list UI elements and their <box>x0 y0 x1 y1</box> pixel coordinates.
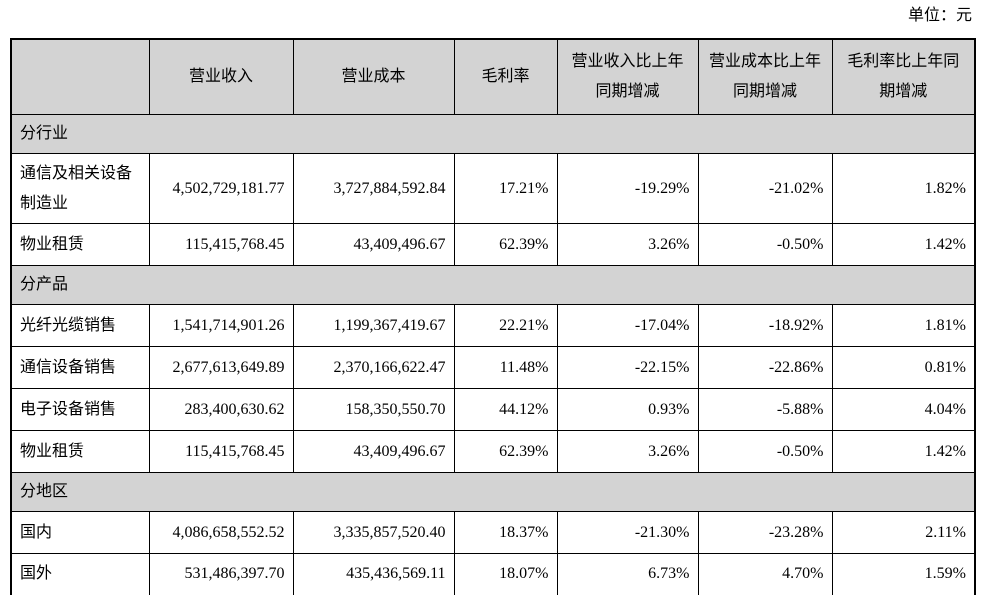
margin-change-cell: 0.81% <box>831 346 976 389</box>
financial-table: 营业收入 营业成本 毛利率 营业收入比上年同期增减 营业成本比上年同期增减 毛利… <box>10 38 976 595</box>
revenue-cell: 115,415,768.45 <box>148 430 294 473</box>
row-label: 光纤光缆销售 <box>10 304 150 347</box>
table-row: 国内 4,086,658,552.52 3,335,857,520.40 18.… <box>10 511 976 554</box>
row-label: 通信设备销售 <box>10 346 150 389</box>
table-row: 物业租赁 115,415,768.45 43,409,496.67 62.39%… <box>10 430 976 473</box>
cost-cell: 43,409,496.67 <box>292 430 455 473</box>
table-row: 通信设备销售 2,677,613,649.89 2,370,166,622.47… <box>10 346 976 389</box>
table-row: 电子设备销售 283,400,630.62 158,350,550.70 44.… <box>10 388 976 431</box>
cost-cell: 435,436,569.11 <box>292 553 455 595</box>
cost-change-cell: -0.50% <box>697 223 833 266</box>
cost-cell: 3,727,884,592.84 <box>292 153 455 224</box>
table-row: 国外 531,486,397.70 435,436,569.11 18.07% … <box>10 553 976 595</box>
revenue-change-cell: -21.30% <box>556 511 699 554</box>
margin-change-cell: 1.59% <box>831 553 976 595</box>
revenue-change-cell: 0.93% <box>556 388 699 431</box>
section-title: 分行业 <box>10 114 976 154</box>
row-label: 物业租赁 <box>10 430 150 473</box>
header-cell-margin: 毛利率 <box>453 38 558 115</box>
margin-cell: 62.39% <box>453 223 558 266</box>
section-row-region: 分地区 <box>10 472 976 512</box>
margin-cell: 17.21% <box>453 153 558 224</box>
row-label: 通信及相关设备制造业 <box>10 153 150 224</box>
margin-cell: 44.12% <box>453 388 558 431</box>
cost-cell: 43,409,496.67 <box>292 223 455 266</box>
cost-change-cell: -0.50% <box>697 430 833 473</box>
cost-change-cell: -21.02% <box>697 153 833 224</box>
margin-change-cell: 1.42% <box>831 430 976 473</box>
header-cell-cost-change: 营业成本比上年同期增减 <box>697 38 833 115</box>
table-row: 通信及相关设备制造业 4,502,729,181.77 3,727,884,59… <box>10 153 976 224</box>
cost-change-cell: -23.28% <box>697 511 833 554</box>
revenue-change-cell: -17.04% <box>556 304 699 347</box>
row-label: 国内 <box>10 511 150 554</box>
revenue-change-cell: 3.26% <box>556 430 699 473</box>
revenue-cell: 1,541,714,901.26 <box>148 304 294 347</box>
margin-cell: 18.37% <box>453 511 558 554</box>
section-title: 分地区 <box>10 472 976 512</box>
cost-cell: 2,370,166,622.47 <box>292 346 455 389</box>
margin-cell: 18.07% <box>453 553 558 595</box>
margin-change-cell: 1.82% <box>831 153 976 224</box>
margin-change-cell: 1.81% <box>831 304 976 347</box>
cost-change-cell: 4.70% <box>697 553 833 595</box>
margin-change-cell: 1.42% <box>831 223 976 266</box>
cost-change-cell: -5.88% <box>697 388 833 431</box>
revenue-cell: 4,086,658,552.52 <box>148 511 294 554</box>
row-label: 国外 <box>10 553 150 595</box>
revenue-change-cell: -22.15% <box>556 346 699 389</box>
revenue-change-cell: -19.29% <box>556 153 699 224</box>
margin-cell: 22.21% <box>453 304 558 347</box>
section-row-product: 分产品 <box>10 265 976 305</box>
cost-cell: 1,199,367,419.67 <box>292 304 455 347</box>
section-row-industry: 分行业 <box>10 114 976 154</box>
table-row: 物业租赁 115,415,768.45 43,409,496.67 62.39%… <box>10 223 976 266</box>
revenue-cell: 283,400,630.62 <box>148 388 294 431</box>
margin-change-cell: 4.04% <box>831 388 976 431</box>
revenue-change-cell: 6.73% <box>556 553 699 595</box>
row-label: 物业租赁 <box>10 223 150 266</box>
margin-cell: 11.48% <box>453 346 558 389</box>
cost-cell: 3,335,857,520.40 <box>292 511 455 554</box>
header-cell-empty <box>10 38 150 115</box>
header-cell-cost: 营业成本 <box>292 38 455 115</box>
header-cell-margin-change: 毛利率比上年同期增减 <box>831 38 976 115</box>
revenue-cell: 2,677,613,649.89 <box>148 346 294 389</box>
row-label: 电子设备销售 <box>10 388 150 431</box>
margin-cell: 62.39% <box>453 430 558 473</box>
header-cell-revenue-change: 营业收入比上年同期增减 <box>556 38 699 115</box>
revenue-cell: 531,486,397.70 <box>148 553 294 595</box>
revenue-change-cell: 3.26% <box>556 223 699 266</box>
unit-label: 单位：元 <box>907 7 972 24</box>
cost-change-cell: -18.92% <box>697 304 833 347</box>
table-row: 光纤光缆销售 1,541,714,901.26 1,199,367,419.67… <box>10 304 976 347</box>
revenue-cell: 115,415,768.45 <box>148 223 294 266</box>
header-cell-revenue: 营业收入 <box>148 38 294 115</box>
margin-change-cell: 2.11% <box>831 511 976 554</box>
section-title: 分产品 <box>10 265 976 305</box>
cost-change-cell: -22.86% <box>697 346 833 389</box>
revenue-cell: 4,502,729,181.77 <box>148 153 294 224</box>
header-row: 营业收入 营业成本 毛利率 营业收入比上年同期增减 营业成本比上年同期增减 毛利… <box>10 38 976 115</box>
cost-cell: 158,350,550.70 <box>292 388 455 431</box>
